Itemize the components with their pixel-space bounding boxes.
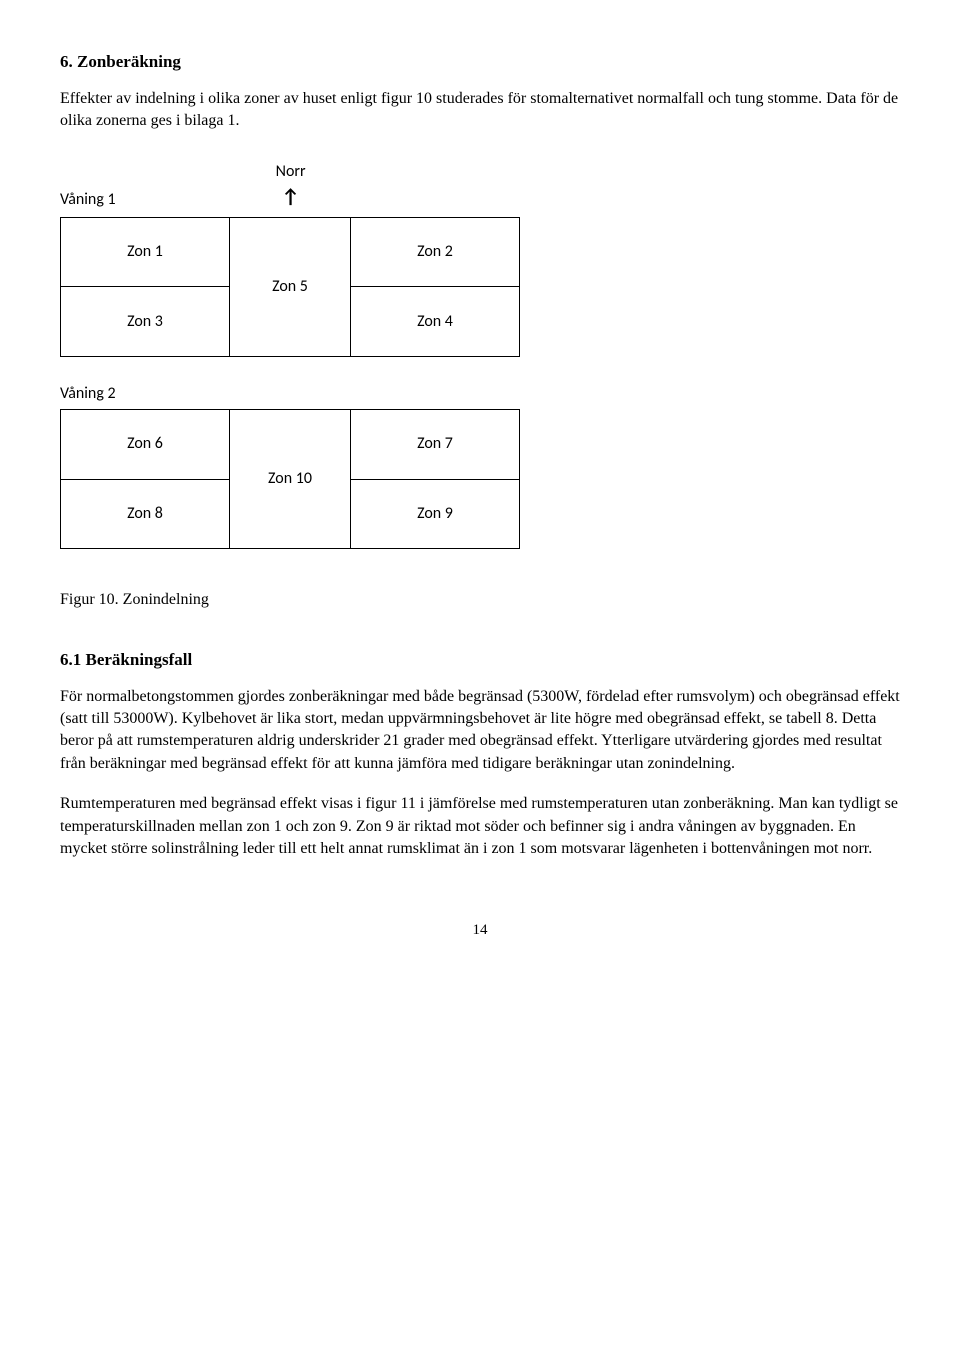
subsection-heading: 6.1 Beräkningsfall xyxy=(60,648,900,672)
floor2-label: Våning 2 xyxy=(60,383,116,405)
zone-cell: Zon 5 xyxy=(229,218,351,356)
paragraph-2: Rumtemperaturen med begränsad effekt vis… xyxy=(60,793,900,860)
zone-cell: Zon 1 xyxy=(61,218,229,288)
north-arrow-icon: ↑ xyxy=(196,183,386,211)
north-label: Norr xyxy=(196,161,386,183)
zone-cell: Zon 7 xyxy=(351,410,519,480)
figure-caption: Figur 10. Zonindelning xyxy=(60,589,900,611)
zone-cell: Zon 3 xyxy=(61,287,229,356)
section-heading: 6. Zonberäkning xyxy=(60,50,900,74)
zone-cell: Zon 9 xyxy=(351,480,519,549)
paragraph-1: För normalbetongstommen gjordes zonberäk… xyxy=(60,686,900,776)
floor2-box: Zon 6 Zon 8 Zon 10 Zon 7 Zon 9 xyxy=(60,409,520,549)
zone-diagram: Våning 1 Norr ↑ Zon 1 Zon 3 Zon 5 Zon 2 … xyxy=(60,161,900,550)
zone-cell: Zon 4 xyxy=(351,287,519,356)
zone-cell: Zon 8 xyxy=(61,480,229,549)
intro-paragraph: Effekter av indelning i olika zoner av h… xyxy=(60,88,900,133)
zone-cell: Zon 10 xyxy=(229,410,351,548)
floor1-box: Zon 1 Zon 3 Zon 5 Zon 2 Zon 4 xyxy=(60,217,520,357)
zone-cell: Zon 6 xyxy=(61,410,229,480)
page-number: 14 xyxy=(60,920,900,941)
zone-cell: Zon 2 xyxy=(351,218,519,288)
floor1-label: Våning 1 xyxy=(60,189,116,211)
